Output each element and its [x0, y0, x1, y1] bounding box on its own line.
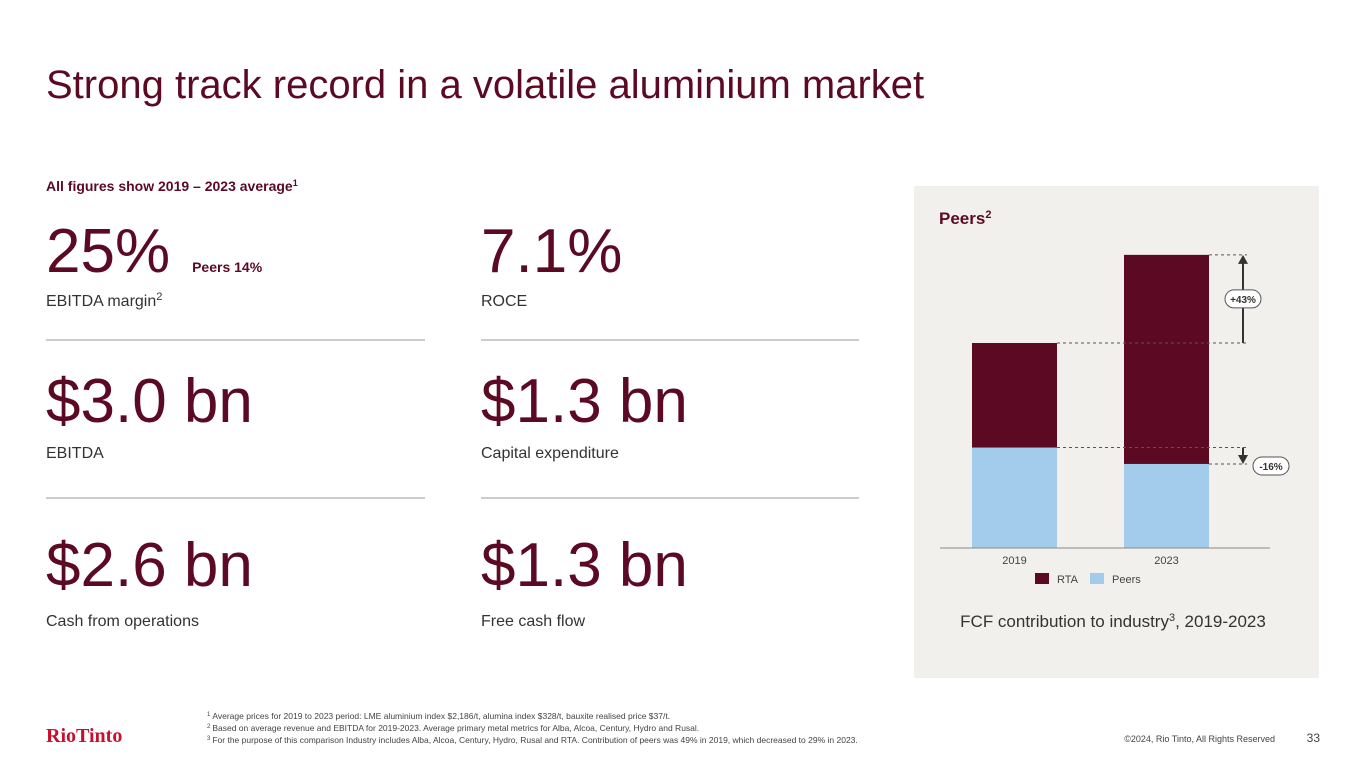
metric-value: $1.3 bn	[481, 531, 688, 600]
superscript: 1	[293, 178, 298, 188]
annotation: -16%	[1259, 462, 1282, 473]
copyright: ©2024, Rio Tinto, All Rights Reserved	[1124, 734, 1275, 744]
arrow-head	[1238, 454, 1248, 464]
x-tick-label: 2023	[1154, 555, 1178, 567]
annotation: +43%	[1230, 295, 1256, 306]
legend-swatch	[1035, 573, 1049, 584]
bar-segment	[972, 343, 1057, 448]
metric-label: Cash from operations	[46, 613, 199, 630]
caption-text: FCF contribution to industry	[960, 612, 1169, 631]
footnote-text: Based on average revenue and EBITDA for …	[212, 723, 699, 733]
legend-label: RTA	[1057, 574, 1079, 586]
metric-label-text: EBITDA margin	[46, 293, 156, 310]
chart-title-text: Peers	[939, 209, 985, 228]
metric-label-text: EBITDA	[46, 445, 104, 462]
subtitle: All figures show 2019 – 2023 average1	[46, 178, 298, 194]
metric-label: EBITDA margin2	[46, 291, 162, 310]
footnote: 2 Based on average revenue and EBITDA for…	[207, 723, 699, 733]
bar-segment	[1124, 254, 1209, 464]
metric-value: $2.6 bn	[46, 531, 253, 600]
metric-label-text: Cash from operations	[46, 613, 199, 630]
metric-value: $3.0 bn	[46, 367, 253, 436]
legend-swatch	[1090, 573, 1104, 584]
subtitle-text: All figures show 2019 – 2023 average	[46, 178, 293, 194]
annotation-pill	[1252, 456, 1290, 476]
metric-label-text: Free cash flow	[481, 613, 585, 630]
chart-title: Peers2	[939, 209, 991, 228]
page-number: 33	[1307, 731, 1321, 745]
slide-title: Strong track record in a volatile alumin…	[46, 63, 924, 107]
metric-label-text: Capital expenditure	[481, 445, 619, 462]
metric-label: EBITDA	[46, 445, 104, 462]
caption-text: , 2019-2023	[1175, 612, 1266, 631]
legend-label: Peers	[1112, 574, 1141, 586]
metric-label-text: ROCE	[481, 293, 527, 310]
metric-label: Free cash flow	[481, 613, 585, 630]
footnote-number: 1	[207, 712, 211, 718]
superscript: 2	[156, 291, 162, 303]
footnote-number: 2	[207, 724, 211, 730]
metric-label: Capital expenditure	[481, 445, 619, 462]
bar-segment	[1124, 463, 1209, 548]
metric-value: 7.1%	[481, 217, 622, 286]
metric-label: ROCE	[481, 293, 527, 310]
logo: RioTinto	[46, 725, 122, 747]
metric-value: $1.3 bn	[481, 367, 688, 436]
x-tick-label: 2019	[1002, 555, 1026, 567]
superscript: 2	[985, 209, 991, 221]
arrow-head	[1238, 254, 1248, 264]
footnote-number: 3	[207, 736, 211, 742]
chart-caption: FCF contribution to industry3, 2019-2023	[960, 612, 1266, 631]
bar-segment	[972, 447, 1057, 548]
metric-value: 25%	[46, 217, 170, 286]
footnote-text: For the purpose of this comparison Indus…	[212, 735, 857, 745]
footnote: 3 For the purpose of this comparison Indu…	[207, 735, 858, 745]
metric-note: Peers 14%	[192, 259, 263, 275]
superscript: 3	[1169, 612, 1175, 624]
annotation-pill	[1224, 289, 1262, 309]
footnote: 1 Average prices for 2019 to 2023 period:…	[207, 711, 670, 721]
footnote-text: Average prices for 2019 to 2023 period: …	[212, 711, 670, 721]
